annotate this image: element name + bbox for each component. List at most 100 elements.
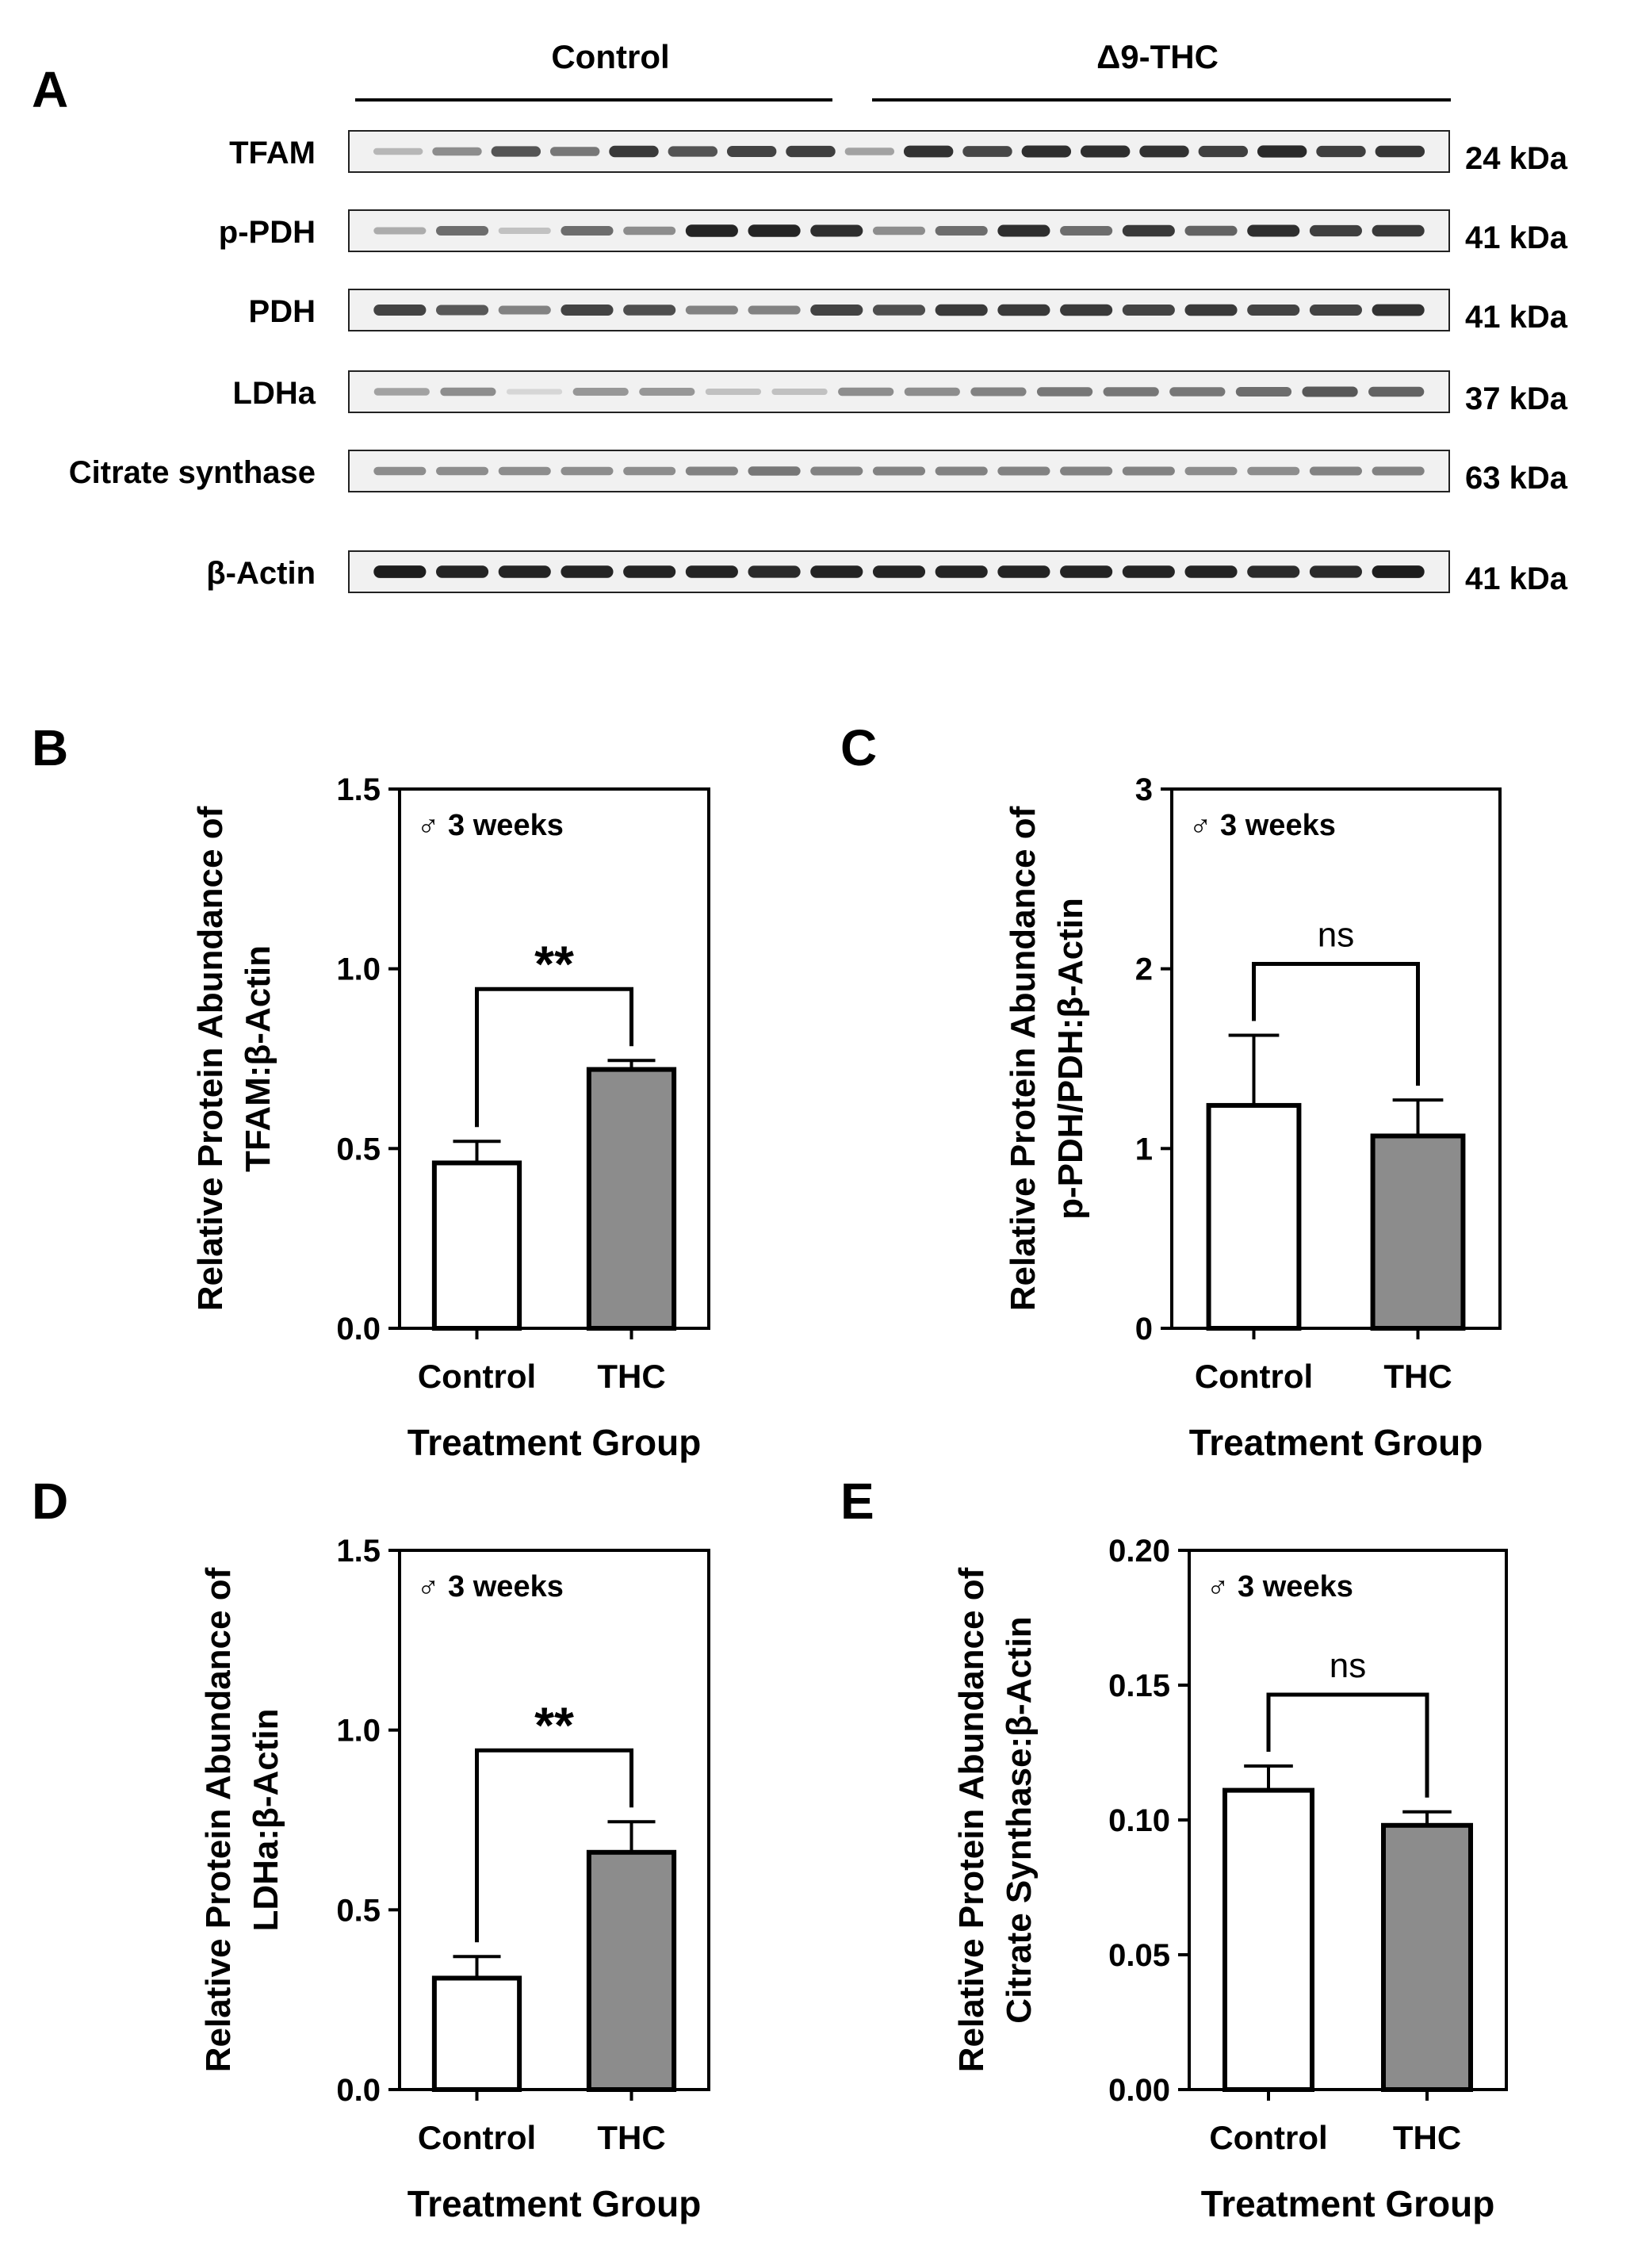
blot-band	[1302, 386, 1358, 397]
blot-band	[1139, 145, 1189, 158]
blot-band	[498, 565, 551, 578]
blot-band	[1184, 225, 1238, 236]
blot-label-pdh: PDH	[249, 294, 316, 329]
significance-bracket-d	[475, 1748, 633, 1943]
x-tick-label-thc-c: THC	[1383, 1358, 1452, 1395]
blot-band	[1169, 387, 1226, 397]
x-tick-label-control-e: Control	[1209, 2119, 1327, 2156]
blot-label-actin: β-Actin	[206, 556, 316, 591]
blot-band	[561, 565, 614, 578]
blot-band	[1021, 145, 1072, 158]
blot-size-tfam: 24 kDa	[1465, 141, 1568, 176]
blot-band	[844, 147, 895, 155]
y-axis-title-line-2-d: LDHa:β-Actin	[247, 1708, 285, 1931]
significance-bracket-c	[1252, 962, 1420, 1086]
blot-band	[872, 226, 926, 236]
blot-band	[1080, 145, 1131, 158]
bar-thc-c	[1370, 1133, 1466, 1331]
blot-band	[373, 227, 427, 235]
x-axis-title-e: Treatment Group	[1201, 2183, 1495, 2224]
blot-row-ldha: LDHa 37 kDa	[233, 370, 1568, 416]
blot-band	[1198, 145, 1249, 158]
blot-size-p-pdh: 41 kDa	[1465, 220, 1568, 255]
blot-size-pdh: 41 kDa	[1465, 300, 1568, 335]
blot-group-label-control: Control	[551, 38, 669, 75]
blot-band	[436, 466, 489, 476]
blot-row-tfam: TFAM 24 kDa	[229, 130, 1568, 176]
blot-band	[1368, 386, 1425, 397]
blot-band	[1247, 466, 1300, 476]
blot-band	[561, 305, 614, 316]
significance-label-e: ns	[1330, 1646, 1366, 1685]
blot-band	[436, 226, 489, 236]
x-tick-label-thc-e: THC	[1393, 2119, 1461, 2156]
y-tick-label-c: 1	[1135, 1132, 1153, 1167]
blot-size-actin: 41 kDa	[1465, 561, 1568, 596]
blot-band	[623, 226, 676, 236]
blot-band	[997, 565, 1050, 578]
x-axis-title-d: Treatment Group	[408, 2183, 702, 2224]
bar-control-e	[1222, 1787, 1314, 2093]
panel-letter-a: A	[32, 61, 68, 118]
panel-letter-b: B	[32, 719, 68, 776]
blot-band	[997, 224, 1050, 237]
y-tick-label-c: 0	[1135, 1312, 1153, 1347]
bar-control-b	[431, 1160, 522, 1331]
blot-band	[373, 305, 427, 316]
blot-band	[498, 305, 551, 315]
blot-size-ldha: 37 kDa	[1465, 381, 1568, 416]
blot-band	[561, 226, 614, 236]
blot-band	[810, 224, 863, 237]
blot-group-label-thc: Δ9-THC	[1096, 38, 1219, 75]
inset-label-e: ♂ 3 weeks	[1207, 1570, 1353, 1603]
blot-band	[440, 387, 496, 397]
y-axis-title-line-1-b: Relative Protein Abundance of	[191, 806, 230, 1311]
bar-thc-b	[586, 1067, 677, 1331]
blot-band	[1257, 145, 1307, 158]
panel-letter-e: E	[840, 1473, 874, 1530]
blot-band	[1309, 565, 1362, 578]
bar-thc-e	[1381, 1822, 1473, 2093]
inset-label-b: ♂ 3 weeks	[417, 809, 564, 842]
plot-frame-d	[398, 1549, 710, 2091]
blot-band	[904, 387, 960, 397]
significance-label-b: **	[534, 935, 574, 992]
plot-frame-c	[1170, 787, 1502, 1330]
blot-band	[935, 304, 988, 316]
blot-band	[1247, 224, 1300, 237]
x-tick-label-thc-b: THC	[597, 1358, 665, 1395]
bar-thc-d	[586, 1849, 677, 2093]
blot-band	[498, 228, 551, 234]
blot-band	[1372, 565, 1425, 578]
y-axis-title-line-2-c: p-PDH/PDH:β-Actin	[1051, 898, 1090, 1220]
blot-band	[623, 466, 676, 476]
x-tick-label-control-b: Control	[418, 1358, 536, 1395]
blot-band	[1247, 565, 1300, 578]
x-tick-label-control-d: Control	[418, 2119, 536, 2156]
blot-band	[1184, 565, 1238, 578]
blot-band	[373, 466, 427, 476]
y-tick-label-b: 0.0	[336, 1312, 381, 1347]
blot-band	[1372, 224, 1425, 237]
blot-band	[572, 388, 629, 396]
blot-band	[1060, 565, 1113, 578]
inset-label-d: ♂ 3 weeks	[417, 1570, 564, 1603]
chart-panel-b: Control THC 0.0 0.5 1.0 1.5 ♂ 3 weeks ** Treatme…	[191, 772, 710, 1463]
blot-band	[771, 389, 828, 395]
blot-band	[748, 466, 801, 476]
blot-band	[1184, 304, 1238, 316]
significance-bracket-e	[1266, 1692, 1429, 1798]
blot-band	[1122, 565, 1175, 578]
blot-band	[810, 466, 863, 476]
blot-label-tfam: TFAM	[229, 136, 316, 170]
blot-band	[1122, 305, 1175, 316]
blot-band	[436, 565, 489, 578]
x-tick-label-thc-d: THC	[597, 2119, 665, 2156]
chart-panel-c: Control THC 0 1 2 3 ♂ 3 weeks ns Treatment Group…	[1004, 772, 1502, 1463]
blot-band	[705, 389, 762, 395]
blot-label-ldha: LDHa	[233, 376, 316, 411]
blot-band	[1247, 305, 1300, 316]
y-axis-title-line-1-c: Relative Protein Abundance of	[1004, 806, 1043, 1311]
blot-band	[685, 224, 738, 237]
chart-panel-d: Control THC 0.0 0.5 1.0 1.5 ♂ 3 weeks ** Treatme…	[199, 1534, 710, 2224]
